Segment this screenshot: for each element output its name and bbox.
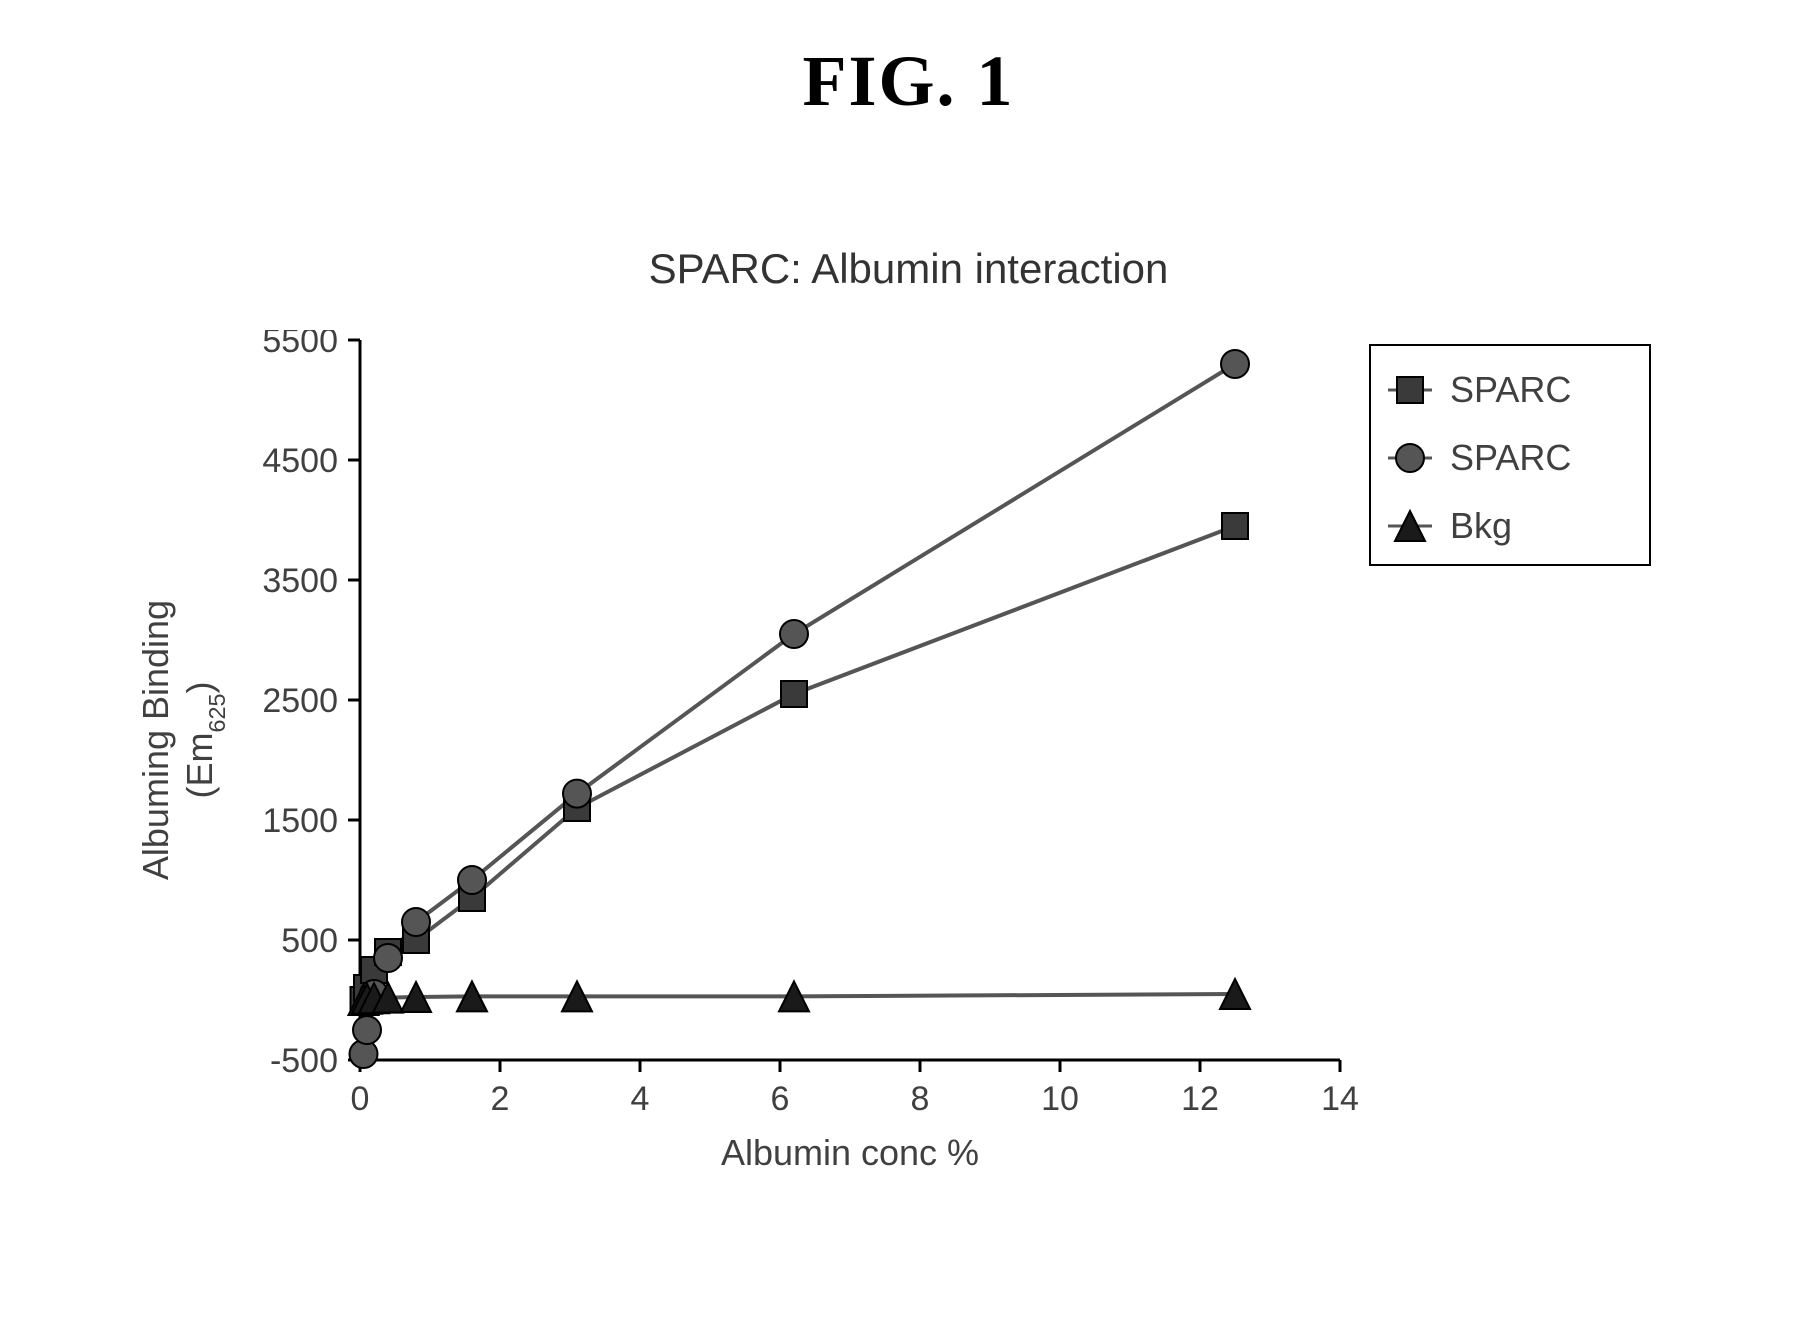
y-tick-label: 3500 (262, 562, 338, 600)
x-tick-label: 4 (631, 1080, 650, 1118)
x-tick-label: 0 (351, 1080, 370, 1118)
x-tick-label: 8 (911, 1080, 930, 1118)
marker-circle (402, 908, 430, 936)
marker-circle (1221, 350, 1249, 378)
chart-container: 0 2 4 6 8 10 12 14 -500 500 1500 2500 3500 4500 5500 Al… (140, 330, 1680, 1200)
chart-title: SPARC: Albumin interaction (0, 245, 1817, 293)
marker-circle (458, 866, 486, 894)
y-tick-label: -500 (270, 1042, 338, 1080)
x-tick-label: 14 (1321, 1080, 1359, 1118)
marker-square (1397, 377, 1423, 403)
x-axis-label: Albumin conc % (721, 1132, 979, 1173)
legend-label: Bkg (1450, 505, 1512, 546)
y-axis-label-line2: (Em625) (179, 681, 230, 798)
marker-square (781, 681, 807, 707)
y-axis-label-line1: Albuming Binding (140, 600, 176, 880)
y-tick-label: 5500 (262, 330, 338, 360)
series-line (364, 526, 1236, 1000)
marker-circle (374, 944, 402, 972)
legend-label: SPARC (1450, 437, 1571, 478)
x-tick-label: 6 (771, 1080, 790, 1118)
marker-circle (780, 620, 808, 648)
y-tick-label: 1500 (262, 802, 338, 840)
marker-circle (1396, 444, 1424, 472)
x-tick-label: 10 (1041, 1080, 1079, 1118)
x-tick-label: 12 (1181, 1080, 1219, 1118)
y-tick-label: 4500 (262, 442, 338, 480)
legend-label: SPARC (1450, 369, 1571, 410)
y-tick-label: 500 (281, 922, 338, 960)
series-line (364, 364, 1236, 1054)
marker-square (1222, 513, 1248, 539)
x-tick-label: 2 (491, 1080, 510, 1118)
marker-circle (353, 1016, 381, 1044)
marker-circle (563, 780, 591, 808)
y-tick-label: 2500 (262, 682, 338, 720)
chart-svg: 0 2 4 6 8 10 12 14 -500 500 1500 2500 3500 4500 5500 Al… (140, 330, 1680, 1200)
figure-label: FIG. 1 (0, 40, 1817, 123)
